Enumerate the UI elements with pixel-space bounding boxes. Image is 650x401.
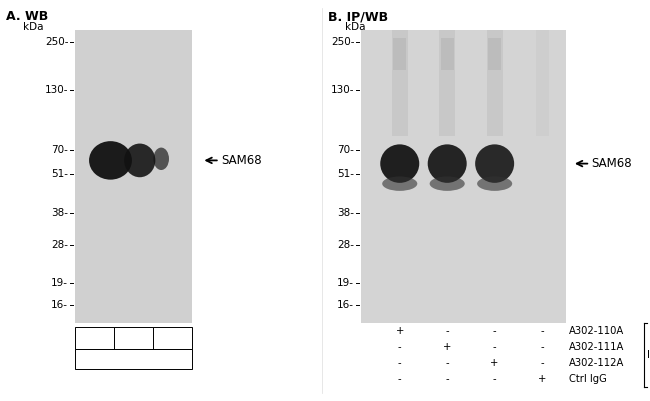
Text: 130-: 130- bbox=[45, 85, 68, 95]
Bar bbox=[439, 30, 455, 136]
Text: 38-: 38- bbox=[51, 208, 68, 217]
Ellipse shape bbox=[89, 141, 132, 180]
Text: -: - bbox=[540, 358, 544, 368]
Ellipse shape bbox=[382, 176, 417, 191]
Ellipse shape bbox=[124, 144, 155, 177]
Text: -: - bbox=[493, 326, 497, 336]
Text: 19-: 19- bbox=[51, 278, 68, 288]
Text: -: - bbox=[493, 374, 497, 384]
Bar bbox=[75, 327, 114, 349]
Text: 28-: 28- bbox=[51, 240, 68, 249]
Text: A302-112A: A302-112A bbox=[569, 358, 624, 368]
Bar bbox=[536, 30, 549, 136]
Text: +: + bbox=[491, 358, 499, 368]
Text: 38-: 38- bbox=[337, 208, 354, 217]
Text: -: - bbox=[398, 374, 402, 384]
Bar bbox=[441, 38, 454, 70]
Text: -: - bbox=[493, 342, 497, 352]
Ellipse shape bbox=[428, 144, 467, 183]
Text: 51-: 51- bbox=[51, 170, 68, 179]
Text: 19-: 19- bbox=[337, 278, 354, 288]
Text: -: - bbox=[398, 358, 402, 368]
Text: Ctrl IgG: Ctrl IgG bbox=[569, 374, 606, 384]
Bar bbox=[393, 38, 406, 70]
Text: -: - bbox=[445, 358, 449, 368]
Ellipse shape bbox=[430, 176, 465, 191]
Text: 15: 15 bbox=[127, 333, 140, 343]
Bar bbox=[153, 327, 192, 349]
Bar bbox=[488, 38, 501, 70]
Text: 250-: 250- bbox=[331, 37, 354, 47]
Text: A302-110A: A302-110A bbox=[569, 326, 624, 336]
Text: HeLa: HeLa bbox=[120, 354, 146, 364]
Bar bbox=[75, 349, 192, 369]
Bar bbox=[75, 30, 192, 323]
Bar bbox=[361, 30, 566, 323]
Text: -: - bbox=[540, 326, 544, 336]
Text: -: - bbox=[445, 326, 449, 336]
Text: +: + bbox=[443, 342, 451, 352]
Bar bbox=[391, 30, 408, 136]
Text: 28-: 28- bbox=[337, 240, 354, 249]
Bar bbox=[114, 327, 153, 349]
Text: 70-: 70- bbox=[51, 146, 68, 155]
Text: 5: 5 bbox=[169, 333, 176, 343]
Text: -: - bbox=[445, 374, 449, 384]
Text: kDa: kDa bbox=[23, 22, 44, 32]
Text: 250-: 250- bbox=[45, 37, 68, 47]
Text: SAM68: SAM68 bbox=[592, 157, 632, 170]
Ellipse shape bbox=[475, 144, 514, 183]
Ellipse shape bbox=[153, 148, 169, 170]
Text: 50: 50 bbox=[88, 333, 101, 343]
Text: A. WB: A. WB bbox=[6, 10, 49, 23]
Text: SAM68: SAM68 bbox=[221, 154, 261, 167]
Text: 16-: 16- bbox=[51, 300, 68, 310]
Bar bbox=[486, 30, 503, 136]
Text: B. IP/WB: B. IP/WB bbox=[328, 10, 389, 23]
Text: 51-: 51- bbox=[337, 170, 354, 179]
Text: A302-111A: A302-111A bbox=[569, 342, 624, 352]
Text: 16-: 16- bbox=[337, 300, 354, 310]
Text: kDa: kDa bbox=[344, 22, 365, 32]
Text: -: - bbox=[540, 342, 544, 352]
Ellipse shape bbox=[380, 144, 419, 183]
Text: 130-: 130- bbox=[331, 85, 354, 95]
Text: +: + bbox=[538, 374, 546, 384]
Ellipse shape bbox=[477, 176, 512, 191]
Text: +: + bbox=[396, 326, 404, 336]
Text: 70-: 70- bbox=[337, 146, 354, 155]
Text: -: - bbox=[398, 342, 402, 352]
Text: IP: IP bbox=[647, 350, 650, 360]
